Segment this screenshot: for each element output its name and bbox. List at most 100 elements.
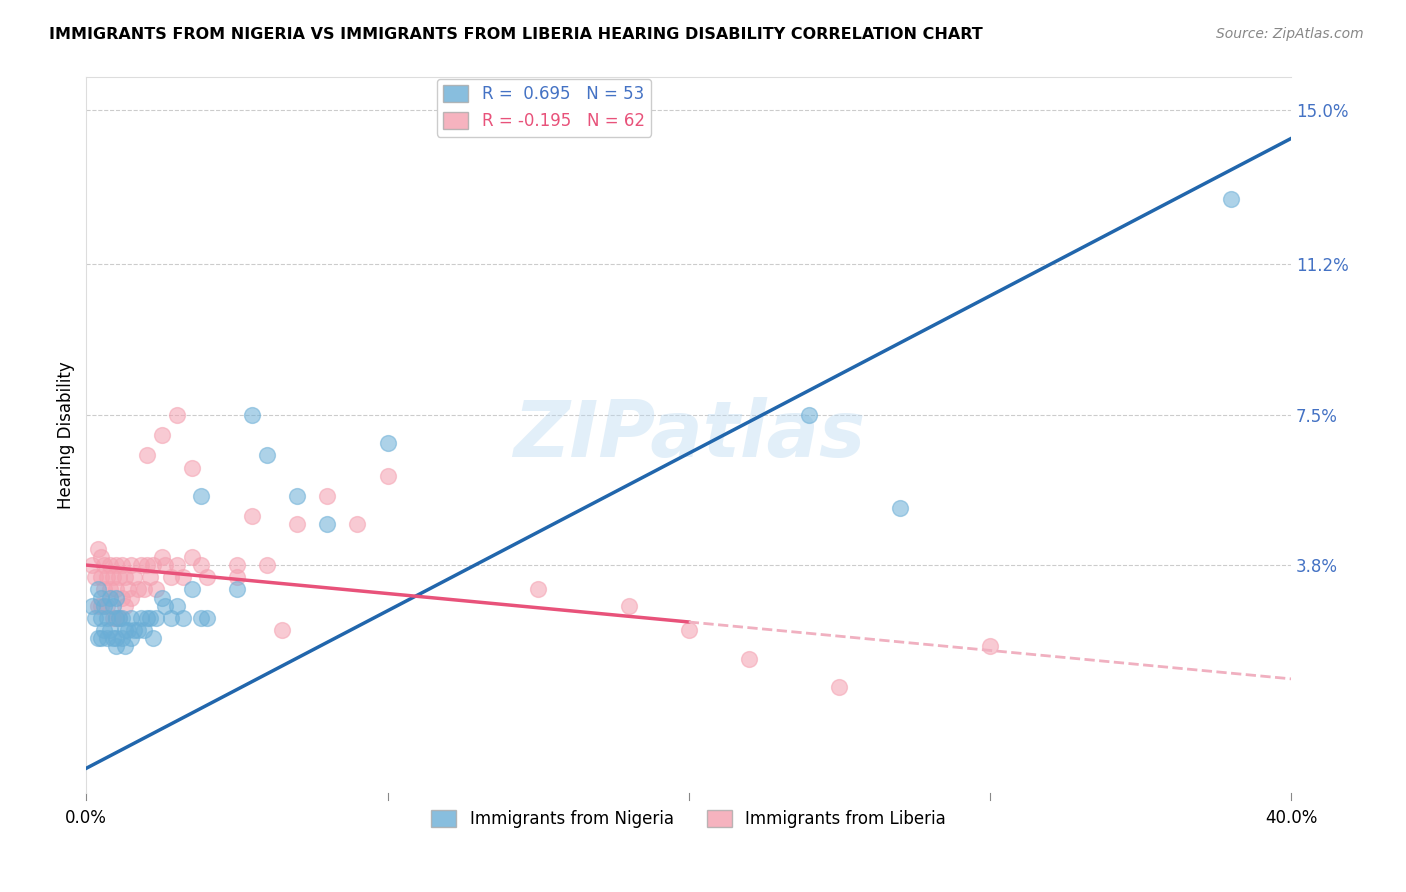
Point — [87, 632, 110, 646]
Point — [103, 570, 125, 584]
Point — [105, 632, 128, 646]
Point — [172, 611, 194, 625]
Point — [678, 623, 700, 637]
Point — [87, 541, 110, 556]
Point — [240, 408, 263, 422]
Point — [105, 558, 128, 573]
Point — [738, 651, 761, 665]
Point — [100, 623, 122, 637]
Point — [799, 408, 821, 422]
Point — [121, 558, 143, 573]
Point — [100, 582, 122, 597]
Point — [114, 640, 136, 654]
Point — [103, 599, 125, 613]
Point — [285, 517, 308, 532]
Point — [150, 428, 173, 442]
Legend: Immigrants from Nigeria, Immigrants from Liberia: Immigrants from Nigeria, Immigrants from… — [425, 803, 953, 834]
Point — [111, 558, 134, 573]
Point — [225, 570, 247, 584]
Point — [346, 517, 368, 532]
Point — [1220, 192, 1243, 206]
Point — [135, 448, 157, 462]
Point — [96, 599, 118, 613]
Point — [93, 599, 115, 613]
Point — [145, 611, 167, 625]
Point — [240, 509, 263, 524]
Point — [127, 623, 149, 637]
Point — [82, 558, 104, 573]
Point — [90, 549, 112, 564]
Point — [180, 582, 202, 597]
Point — [316, 517, 339, 532]
Point — [127, 582, 149, 597]
Point — [103, 611, 125, 625]
Point — [105, 591, 128, 605]
Point — [195, 611, 218, 625]
Point — [129, 611, 152, 625]
Point — [195, 570, 218, 584]
Point — [138, 570, 160, 584]
Text: ZIPatlas: ZIPatlas — [513, 397, 865, 473]
Point — [172, 570, 194, 584]
Point — [114, 623, 136, 637]
Point — [256, 558, 278, 573]
Point — [828, 680, 851, 694]
Point — [190, 611, 212, 625]
Point — [138, 611, 160, 625]
Point — [111, 611, 134, 625]
Point — [124, 623, 146, 637]
Point — [142, 632, 165, 646]
Point — [117, 623, 139, 637]
Point — [159, 570, 181, 584]
Point — [285, 489, 308, 503]
Point — [316, 489, 339, 503]
Point — [129, 558, 152, 573]
Point — [121, 591, 143, 605]
Point — [84, 570, 107, 584]
Point — [142, 558, 165, 573]
Point — [377, 436, 399, 450]
Point — [111, 591, 134, 605]
Point — [114, 570, 136, 584]
Point — [121, 632, 143, 646]
Point — [271, 623, 294, 637]
Point — [90, 591, 112, 605]
Point — [527, 582, 550, 597]
Point — [90, 570, 112, 584]
Point — [190, 558, 212, 573]
Point — [617, 599, 640, 613]
Point — [153, 599, 176, 613]
Point — [82, 599, 104, 613]
Text: IMMIGRANTS FROM NIGERIA VS IMMIGRANTS FROM LIBERIA HEARING DISABILITY CORRELATIO: IMMIGRANTS FROM NIGERIA VS IMMIGRANTS FR… — [49, 27, 983, 42]
Point — [256, 448, 278, 462]
Point — [166, 599, 188, 613]
Point — [84, 611, 107, 625]
Point — [96, 570, 118, 584]
Point — [93, 582, 115, 597]
Point — [105, 582, 128, 597]
Point — [108, 570, 131, 584]
Point — [124, 570, 146, 584]
Point — [105, 640, 128, 654]
Text: 40.0%: 40.0% — [1265, 809, 1317, 827]
Point — [90, 632, 112, 646]
Point — [105, 611, 128, 625]
Point — [979, 640, 1001, 654]
Point — [111, 632, 134, 646]
Point — [96, 611, 118, 625]
Text: Source: ZipAtlas.com: Source: ZipAtlas.com — [1216, 27, 1364, 41]
Point — [225, 582, 247, 597]
Point — [180, 460, 202, 475]
Point — [190, 489, 212, 503]
Point — [114, 599, 136, 613]
Point — [145, 582, 167, 597]
Point — [132, 582, 155, 597]
Point — [108, 611, 131, 625]
Point — [93, 558, 115, 573]
Point — [100, 591, 122, 605]
Point — [103, 632, 125, 646]
Point — [153, 558, 176, 573]
Point — [87, 599, 110, 613]
Point — [180, 549, 202, 564]
Point — [87, 582, 110, 597]
